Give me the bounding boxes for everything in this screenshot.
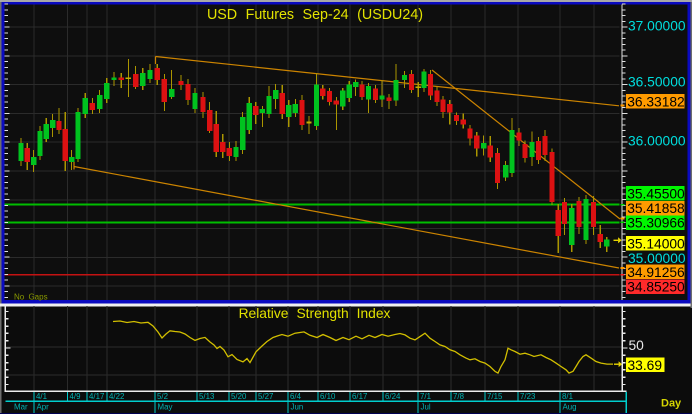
svg-text:Jun: Jun xyxy=(291,403,304,412)
svg-text:Jul: Jul xyxy=(421,403,431,412)
svg-text:USD Futures Sep-24 (USDU24): USD Futures Sep-24 (USDU24) xyxy=(207,7,423,23)
svg-text:7/15: 7/15 xyxy=(487,392,503,401)
svg-text:7/23: 7/23 xyxy=(520,392,536,401)
svg-text:6/17: 6/17 xyxy=(352,392,367,401)
svg-text:34.91256: 34.91256 xyxy=(627,265,685,280)
svg-text:8/1: 8/1 xyxy=(562,392,573,401)
svg-text:5/20: 5/20 xyxy=(231,392,247,401)
svg-text:35.41858: 35.41858 xyxy=(627,201,685,216)
svg-text:May: May xyxy=(158,403,173,412)
svg-text:4/22: 4/22 xyxy=(109,392,124,401)
svg-text:Aug: Aug xyxy=(563,403,577,412)
svg-text:33.69: 33.69 xyxy=(628,358,663,373)
svg-text:35.14000: 35.14000 xyxy=(627,236,685,251)
svg-text:7/8: 7/8 xyxy=(453,392,465,401)
svg-text:4/9: 4/9 xyxy=(70,392,82,401)
svg-text:50: 50 xyxy=(629,338,645,353)
svg-text:No Gaps: No Gaps xyxy=(14,293,48,302)
svg-text:Day: Day xyxy=(661,398,682,410)
svg-text:6/10: 6/10 xyxy=(320,392,336,401)
svg-text:4/17: 4/17 xyxy=(89,392,104,401)
svg-text:5/2: 5/2 xyxy=(157,392,168,401)
svg-text:4/1: 4/1 xyxy=(36,392,47,401)
svg-text:Relative Strength Index: Relative Strength Index xyxy=(239,306,391,321)
svg-text:7/1: 7/1 xyxy=(420,392,431,401)
svg-text:6/24: 6/24 xyxy=(385,392,401,401)
svg-text:35.45500: 35.45500 xyxy=(627,187,685,202)
svg-text:Apr: Apr xyxy=(37,403,50,412)
svg-text:5/13: 5/13 xyxy=(199,392,215,401)
svg-text:37.00000: 37.00000 xyxy=(628,19,686,34)
svg-text:36.00000: 36.00000 xyxy=(628,134,686,149)
svg-text:Mar: Mar xyxy=(14,403,28,412)
svg-text:36.33182: 36.33182 xyxy=(627,94,685,109)
svg-text:5/27: 5/27 xyxy=(258,392,273,401)
svg-text:6/4: 6/4 xyxy=(290,392,302,401)
svg-text:34.85250: 34.85250 xyxy=(627,280,685,295)
svg-text:35.00000: 35.00000 xyxy=(628,251,686,266)
svg-text:35.30966: 35.30966 xyxy=(627,216,685,231)
svg-text:36.50000: 36.50000 xyxy=(628,75,686,90)
